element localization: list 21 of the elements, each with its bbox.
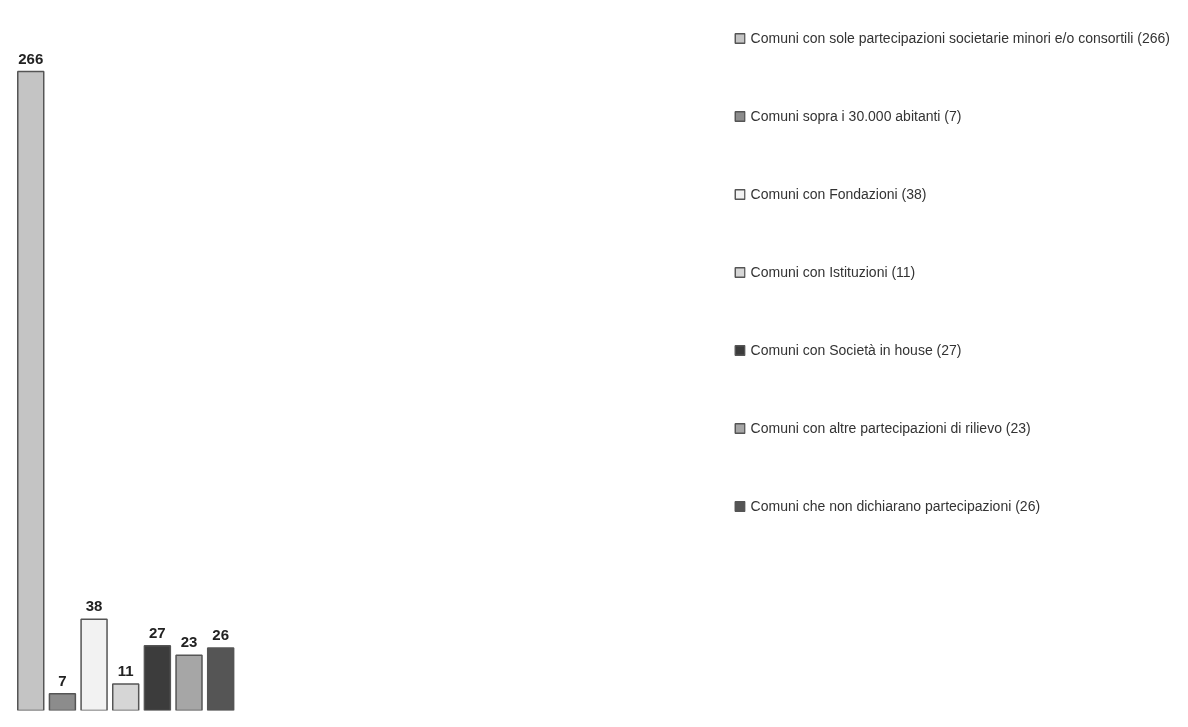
- data-label: 38: [85, 597, 103, 615]
- legend-label: Comuni con Istituzioni (11): [750, 264, 916, 280]
- bar: [80, 618, 108, 711]
- bar: [206, 647, 235, 711]
- bar: [143, 644, 172, 711]
- bar: [48, 692, 77, 711]
- legend-label: Comuni che non dichiarano partecipazioni (26): [750, 498, 1041, 514]
- data-label: 11: [117, 662, 134, 680]
- legend-label: Comuni con sole partecipazioni societarie minori e/o consortili (266): [750, 30, 1170, 46]
- legend-label: Comuni con altre partecipazioni di rilievo (23): [750, 420, 1031, 436]
- bar: [175, 654, 203, 711]
- bar: [17, 70, 45, 711]
- data-label: 266: [18, 49, 44, 67]
- data-label: 23: [180, 633, 198, 651]
- legend-label: Comuni con Fondazioni (38): [750, 186, 927, 202]
- bar: [111, 683, 140, 711]
- data-label: 7: [58, 671, 67, 689]
- legend-label: Comuni con Società in house (27): [750, 342, 962, 358]
- legend-label: Comuni sopra i 30.000 abitanti (7): [750, 108, 962, 124]
- data-label: 27: [149, 623, 166, 641]
- data-label: 26: [212, 626, 230, 644]
